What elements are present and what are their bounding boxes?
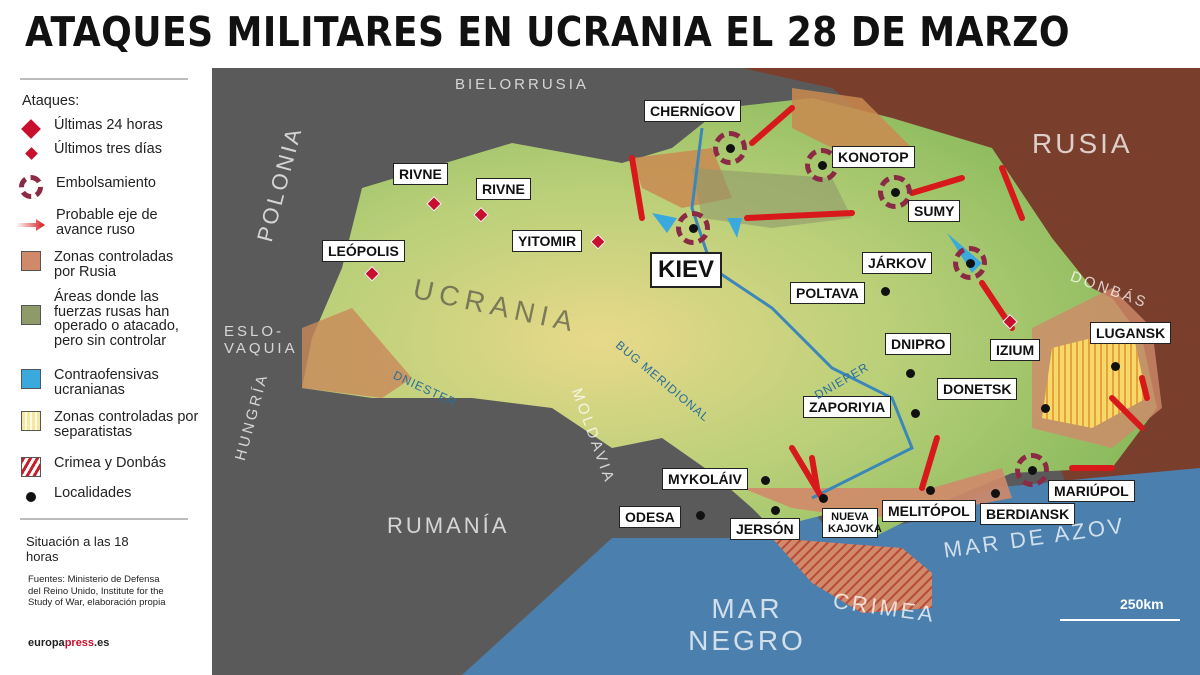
city-label: ODESA — [619, 506, 681, 528]
city-label: ZAPORIYIA — [803, 396, 892, 418]
town-dot-icon — [761, 476, 770, 485]
city-label: POLTAVA — [790, 282, 865, 304]
pocket-ring-icon — [953, 246, 987, 280]
legend-item-pocket: Embolsamiento — [16, 175, 156, 199]
pocket-ring-icon — [713, 131, 747, 165]
region-label: BIELORRUSIA — [455, 76, 589, 93]
swatch — [21, 251, 41, 271]
legend-label: Embolsamiento — [56, 175, 156, 191]
legend-label: Contraofensivas ucranianas — [54, 367, 159, 398]
legend-label: Últimas 24 horas — [54, 117, 163, 133]
legend-item-separatist: Zonas controladas por separatistas — [20, 410, 204, 440]
red-arrow-icon — [16, 214, 46, 236]
region-label: RUSIA — [1032, 128, 1133, 159]
legend-label: Zonas controladas por Rusia — [54, 249, 174, 280]
city-label: JERSÓN — [730, 518, 800, 540]
legend-item-24h: Últimas 24 horas — [20, 118, 163, 140]
city-label: RIVNE — [476, 178, 531, 200]
map-base — [212, 68, 1200, 675]
pocket-ring-icon — [878, 175, 912, 209]
legend-item-operated: Áreas donde las fuerzas rusas han operad… — [20, 290, 209, 348]
divider — [20, 78, 188, 80]
small-diamond-icon — [20, 142, 42, 164]
city-label: KONOTOP — [832, 146, 915, 168]
region-label: MAR NEGRO — [688, 593, 806, 656]
city-label: CHERNÍGOV — [644, 100, 741, 122]
advance-arrows — [629, 105, 1150, 501]
city-label: IZIUM — [990, 339, 1041, 361]
dashed-ring-icon — [16, 175, 46, 199]
legend-label: Localidades — [54, 485, 132, 501]
dot-icon — [20, 486, 42, 508]
legend-label: Últimos tres días — [54, 141, 162, 157]
legend: Ataques: Últimas 24 horas Últimos tres d… — [0, 68, 210, 675]
divider — [20, 518, 188, 520]
city-label: LEÓPOLIS — [322, 240, 405, 262]
town-dot-icon — [881, 287, 890, 296]
town-dot-icon — [911, 409, 920, 418]
swatch — [21, 305, 41, 325]
region-label: ESLO-VAQUIA — [224, 323, 298, 357]
crimea — [772, 538, 932, 613]
city-label: DONETSK — [937, 378, 1018, 400]
town-dot-icon — [696, 511, 705, 520]
town-dot-icon — [771, 506, 780, 515]
town-dot-icon — [991, 489, 1000, 498]
swatch — [21, 457, 41, 477]
map: CHERNÍGOV KONOTOP SUMY RIVNE RIVNE YITOMIR KIE… — [212, 68, 1200, 675]
scale-label: 250km — [1120, 596, 1164, 612]
city-label: DNIPRO — [885, 333, 952, 355]
legend-item-crimea: Crimea y Donbás — [20, 456, 166, 478]
region-label: RUMANÍA — [387, 513, 510, 538]
legend-label: Crimea y Donbás — [54, 455, 167, 471]
pocket-ring-icon — [676, 211, 710, 245]
legend-label: Zonas controladas por separatistas — [54, 409, 199, 440]
legend-item-russia: Zonas controladas por Rusia — [20, 250, 194, 280]
legend-heading: Ataques: — [22, 93, 80, 109]
brand-logo: europa press .es — [28, 637, 110, 649]
swatch — [21, 369, 41, 389]
city-label: KIEV — [650, 252, 723, 288]
legend-item-arrow: Probable eje de avance ruso — [16, 208, 196, 238]
city-label: YITOMIR — [512, 230, 583, 252]
legend-item-towns: Localidades — [20, 486, 131, 508]
legend-label: Probable eje de avance ruso — [56, 207, 158, 238]
town-dot-icon — [819, 494, 828, 503]
city-label: BERDIANSK — [980, 503, 1076, 525]
city-label: NUEVA KAJOVKA — [822, 508, 882, 538]
carpathians — [302, 308, 412, 398]
legend-label: Áreas donde las fuerzas rusas han operad… — [54, 289, 179, 349]
town-dot-icon — [926, 486, 935, 495]
town-dot-icon — [906, 369, 915, 378]
legend-item-3d: Últimos tres días — [20, 142, 162, 164]
situation-note: Situación a las 18 horas — [26, 534, 129, 564]
town-dot-icon — [1111, 362, 1120, 371]
map-title: ATAQUES MILITARES EN UCRANIA EL 28 DE MA… — [25, 8, 1070, 56]
city-label: LUGANSK — [1090, 322, 1172, 344]
counteroffensive — [652, 213, 982, 273]
city-label: SUMY — [908, 200, 961, 222]
large-diamond-icon — [20, 118, 42, 140]
city-label: MARIÚPOL — [1048, 480, 1135, 502]
pocket-ring-icon — [1015, 453, 1049, 487]
sources-note: Fuentes: Ministerio de Defensa del Reino… — [28, 574, 166, 608]
city-label: MELITÓPOL — [882, 500, 976, 522]
city-label: RIVNE — [393, 163, 448, 185]
swatch — [21, 411, 41, 431]
legend-item-counter: Contraofensivas ucranianas — [20, 368, 194, 398]
city-label: JÁRKOV — [862, 252, 933, 274]
town-dot-icon — [1041, 404, 1050, 413]
city-label: MYKOLÁIV — [662, 468, 748, 490]
